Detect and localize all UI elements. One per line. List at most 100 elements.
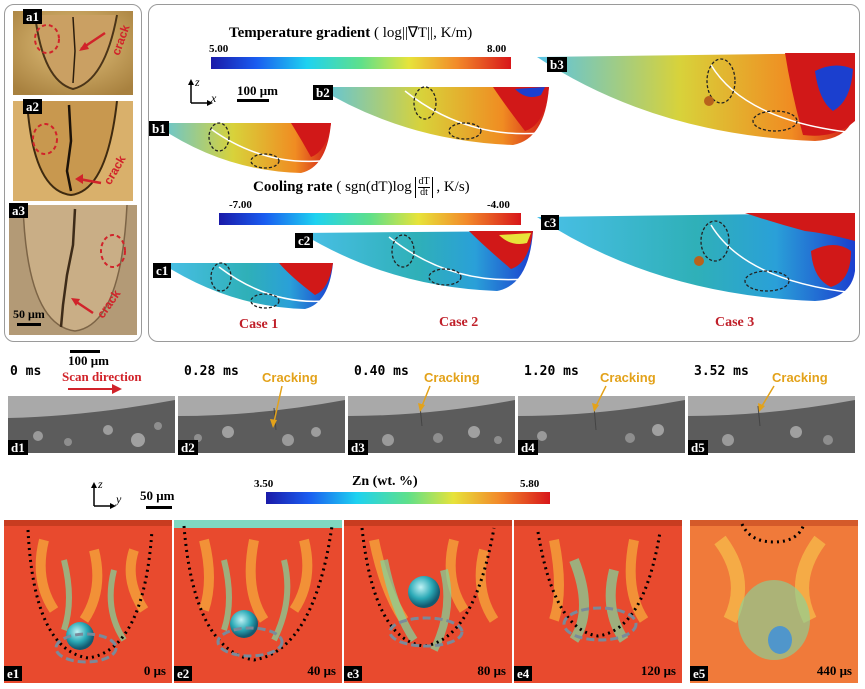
scale-bar-e: [146, 506, 172, 509]
xray-frame-d1: [8, 396, 175, 453]
zn-colorbar: [266, 492, 550, 504]
cooling-rate-title: Cooling rate ( sgn(dT)log dT dt , K/s): [253, 177, 470, 198]
axes-zy-icon: [91, 482, 116, 509]
label-e5: e5: [690, 666, 709, 681]
label-a1: a1: [23, 9, 42, 24]
time-d3: 0.40 ms: [354, 364, 409, 379]
time-d2: 0.28 ms: [184, 364, 239, 379]
axis-y-label-e: y: [116, 492, 122, 506]
label-c1: c1: [153, 263, 172, 278]
cracking-arrow-d5: [758, 385, 775, 412]
scale-bar-e-label: 50 μm: [140, 488, 175, 503]
melt-pool-c1: [161, 262, 333, 309]
zn-colorbar-max: 5.80: [520, 478, 540, 490]
time-d4: 1.20 ms: [524, 364, 579, 379]
label-d4: d4: [518, 440, 538, 455]
scale-bar-d: [70, 350, 100, 353]
time-e5: 440 μs: [816, 663, 852, 678]
scale-bar-b: [237, 99, 269, 102]
scan-direction-arrow: [68, 384, 122, 394]
temp-gradient-title: Temperature gradient ( log||∇T||, K/m): [229, 23, 472, 42]
temp-gradient-colorbar: [211, 57, 511, 69]
cracking-label-d4: Cracking: [600, 370, 656, 385]
case-2-label: Case 2: [439, 315, 479, 330]
axes-zx-icon: [188, 79, 213, 106]
label-b1: b1: [149, 121, 169, 136]
label-c3: c3: [541, 215, 560, 230]
micrograph-a2-art: [13, 101, 133, 201]
cracking-label-d5: Cracking: [772, 370, 828, 385]
zn-colorbar-min: 3.50: [254, 478, 274, 490]
zn-frame-e2: 40 μs: [174, 520, 342, 683]
scale-bar-a: [17, 323, 41, 326]
scan-direction-label: Scan direction: [62, 369, 142, 384]
cooling-colorbar-min: -7.00: [229, 199, 252, 211]
cracking-label-d3: Cracking: [424, 370, 480, 385]
micrograph-a3-art: [9, 205, 137, 335]
case-3-label: Case 3: [715, 315, 755, 330]
temp-colorbar-max: 8.00: [487, 43, 507, 55]
temp-gradient-title-text: Temperature gradient: [229, 25, 371, 41]
label-b2: b2: [313, 85, 333, 100]
zn-frame-e5-art: [690, 520, 858, 683]
xray-frame-d2-art: [178, 396, 345, 453]
label-e1: e1: [4, 666, 23, 681]
axis-z-label: z: [195, 75, 200, 89]
time-d1: 0 ms: [10, 364, 42, 379]
micrograph-a1: crack: [13, 11, 133, 95]
cooling-rate-colorbar: [219, 213, 521, 225]
axis-z-label-e: z: [98, 477, 103, 491]
melt-pool-c3: [537, 213, 856, 301]
label-a3: a3: [9, 203, 28, 218]
zn-frame-e4-art: [514, 520, 682, 683]
panel-bc-simulations: Temperature gradient ( log||∇T||, K/m) 5…: [148, 4, 860, 342]
cooling-rate-fraction: dT dt: [415, 177, 433, 198]
label-e4: e4: [514, 666, 533, 681]
scale-bar-a-label: 50 μm: [13, 307, 45, 321]
time-e1: 0 μs: [143, 663, 166, 678]
micrograph-a2: crack: [13, 101, 133, 201]
micrograph-a1-art: [13, 11, 133, 95]
xray-frame-d1-art: [8, 396, 175, 453]
zn-title: Zn (wt. %): [352, 474, 418, 489]
label-e3: e3: [344, 666, 363, 681]
label-e2: e2: [174, 666, 193, 681]
label-d5: d5: [688, 440, 708, 455]
label-a2: a2: [23, 99, 42, 114]
case-1-label: Case 1: [239, 317, 279, 332]
xray-frame-d3: [348, 396, 515, 453]
xray-frame-d4: [518, 396, 685, 453]
temp-gradient-formula: ( log||∇T||, K/m): [373, 25, 473, 41]
xray-frame-d2: [178, 396, 345, 453]
xray-frame-d5: [688, 396, 855, 453]
panel-a-micrographs: crack a1 crack a2 crack 50 μm a3: [4, 4, 142, 342]
cooling-rate-frac-den: dt: [420, 187, 428, 198]
time-e4: 120 μs: [640, 663, 676, 678]
cracking-label-d2: Cracking: [262, 370, 318, 385]
zn-frame-e3-art: [344, 520, 512, 683]
time-d5: 3.52 ms: [694, 364, 749, 379]
scale-bar-d-label: 100 μm: [68, 353, 109, 368]
time-e3: 80 μs: [477, 663, 506, 678]
cracking-arrow-d3: [418, 385, 431, 412]
cracking-arrow-d2: [270, 385, 283, 428]
xray-frame-d3-art: [348, 396, 515, 453]
time-e2: 40 μs: [307, 663, 336, 678]
cracking-arrow-d4: [592, 385, 607, 412]
zn-frame-e5: 440 μs: [690, 520, 858, 683]
micrograph-a3: crack 50 μm: [9, 205, 137, 335]
zn-frame-e2-art: [174, 520, 342, 683]
label-d3: d3: [348, 440, 368, 455]
cooling-rate-formula-post: , K/s): [436, 178, 470, 195]
label-d2: d2: [178, 440, 198, 455]
cooling-rate-title-text: Cooling rate: [253, 178, 333, 195]
zn-frame-e4: 120 μs: [514, 520, 682, 683]
melt-pool-b2: [317, 86, 549, 145]
label-c2: c2: [295, 233, 314, 248]
zn-frame-e3: 80 μs: [344, 520, 512, 683]
cooling-colorbar-max: -4.00: [487, 199, 510, 211]
zn-frame-e1: 0 μs: [4, 520, 172, 683]
melt-pool-c2: [301, 231, 533, 291]
melt-pool-b3: [537, 53, 856, 141]
cooling-rate-formula-pre: ( sgn(dT)log: [336, 178, 412, 195]
